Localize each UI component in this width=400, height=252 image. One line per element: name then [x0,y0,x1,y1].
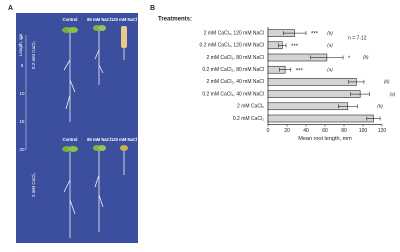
x-tick-label: 0 [267,128,270,134]
group-letter: (a) [327,42,333,47]
photo [16,13,138,243]
x-tick-label: 80 [341,128,347,134]
x-tick-label: 60 [322,128,328,134]
error-bar [279,67,292,72]
seedlings [63,30,125,238]
row-label: 0.2 mM CaCl₂ [31,41,36,69]
panel-label: B [150,5,155,12]
ruler-title: Length, cm [18,34,23,57]
error-bar [278,43,287,48]
x-tick-label: 20 [284,128,290,134]
panel-label: A [8,5,13,12]
significance: *** [311,32,319,38]
error-bar [310,55,344,60]
group-letter: (b) [327,30,333,35]
group-letter: (a) [390,91,396,96]
bar [267,114,374,123]
y-tick-label: 2 mM CaCl₂, 120 mM NaCl [204,30,264,36]
column-label: Control [63,17,78,22]
bar [267,90,361,98]
x-tick-label: 100 [359,128,368,134]
y-tick-label: 2 mM CaCl₂, 40 mM NaCl [206,79,264,85]
x-tick-label: 120 [378,128,387,134]
column-label: 80 mM NaCl [87,137,111,142]
column-label: Control [63,137,78,142]
group-letter: (b) [384,79,390,84]
annotation: n = 7-12 [348,35,367,41]
ruler-tick-label: 15 [19,119,25,124]
y-tick-label: 0.2 mM CaCl₂, 80 mM NaCl [202,67,264,73]
leaves [62,25,128,152]
y-tick-label: 0.2 mM CaCl₂ [233,116,264,122]
error-bar [350,92,370,97]
group-letter: (a) [327,67,333,72]
y-tick-label: 0.2 mM CaCl₂, 120 mM NaCl [200,43,264,49]
significance: * [348,56,351,62]
column-label: 120 mM NaCl [111,17,137,22]
column-label: 120 mM NaCl [111,137,137,142]
error-bar [366,116,381,121]
bar [267,78,357,86]
significance: *** [296,68,304,74]
column-label: 80 mM NaCl [87,17,111,22]
chart-title: Treatments: [158,17,192,23]
x-tick-label: 40 [303,128,309,134]
ruler-tick-label: 0 [21,35,24,40]
ruler-tick-label: 10 [19,91,25,96]
error-bar [338,104,358,109]
ruler-tick-label: 5 [21,63,24,68]
ruler-tick-label: 20 [19,147,25,152]
row-label: 2 mM CaCl₂ [31,173,36,198]
group-letter: (b) [363,55,369,60]
group-letter: (b) [377,103,383,108]
bar [267,102,349,111]
y-tick-label: 2 mM CaCl₂ [237,104,264,110]
y-tick-label: 0.2 mM CaCl₂, 40 mM NaCl [202,91,264,97]
significance: *** [291,44,299,50]
error-bar [282,31,307,36]
photo-background [16,13,138,243]
error-bar [348,79,365,84]
x-axis-label: Mean root length, mm [298,136,352,142]
y-tick-label: 2 mM CaCl₂, 80 mM NaCl [206,55,264,61]
